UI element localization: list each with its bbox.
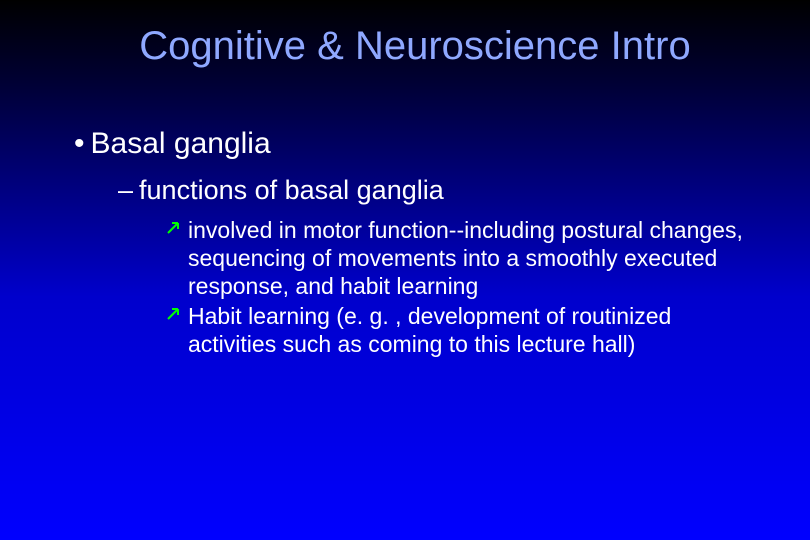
arrow-icon [166,219,184,237]
bullet-level3: Habit learning (e. g. , development of r… [166,302,762,358]
slide-title: Cognitive & Neuroscience Intro [88,24,742,69]
bullet-level1: •Basal ganglia [74,127,762,161]
level3-container: involved in motor function--including po… [166,216,762,358]
slide: Cognitive & Neuroscience Intro •Basal ga… [0,0,810,540]
level3-text: involved in motor function--including po… [188,217,743,299]
bullet-level3: involved in motor function--including po… [166,216,762,300]
bullet-dot: • [74,127,85,161]
arrow-icon [166,305,184,323]
level2-text: functions of basal ganglia [139,175,444,205]
level1-text: Basal ganglia [91,127,271,160]
dash-icon: – [118,175,133,206]
level3-text: Habit learning (e. g. , development of r… [188,303,671,357]
bullet-level2: –functions of basal ganglia [118,175,762,206]
